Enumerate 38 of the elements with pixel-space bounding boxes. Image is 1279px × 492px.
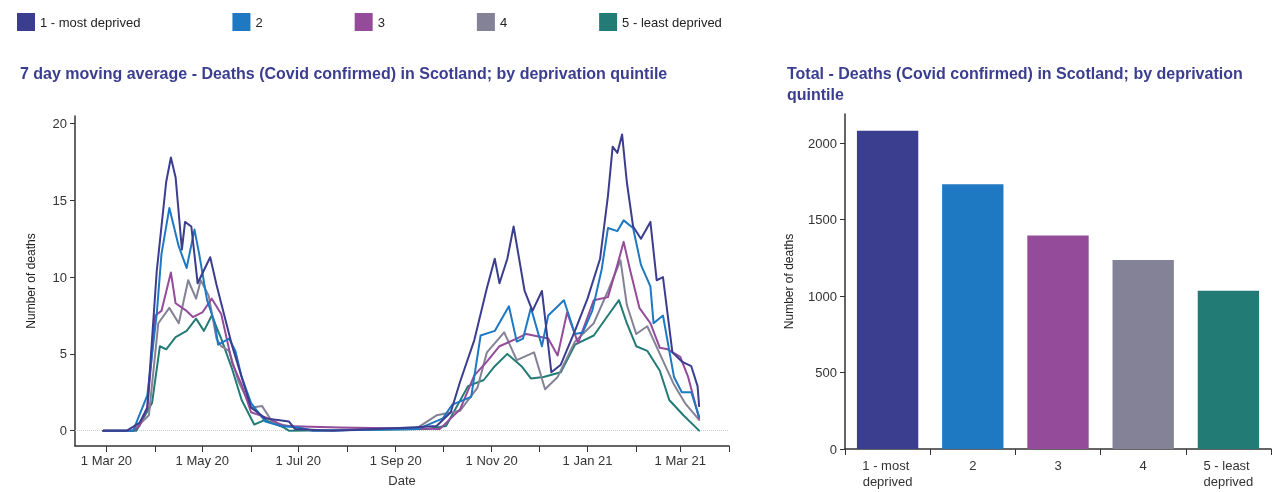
- y-tick-label: 500: [815, 365, 837, 381]
- x-tick-label: 2: [969, 457, 977, 473]
- y-tick-label: 0: [59, 423, 67, 439]
- y-tick-label: 5: [59, 346, 67, 362]
- x-tick-label: 1 Mar 20: [80, 453, 133, 468]
- y-tick-label: 20: [52, 116, 67, 132]
- x-tick-label: 1 Jul 20: [275, 453, 322, 468]
- bar: [942, 184, 1004, 449]
- x-tick-label: 1 Mar 21: [654, 453, 706, 468]
- legend-label: 2: [255, 14, 263, 30]
- y-tick-label: 2000: [808, 135, 837, 151]
- x-tick-label: 1 Jan 21: [562, 453, 613, 468]
- bar: [1112, 260, 1174, 449]
- y-tick-label: 1500: [808, 212, 837, 228]
- chart-title: Total - Deaths (Covid confirmed) in Scotland; by deprivation quintile: [787, 65, 1248, 103]
- legend-label: 4: [499, 14, 508, 30]
- bar: [856, 130, 919, 449]
- x-tick-label: 1 May 20: [175, 453, 230, 468]
- y-tick-label: 15: [52, 192, 67, 208]
- y-axis-title: Number of deaths: [24, 233, 38, 329]
- y-axis-title: Number of deaths: [782, 233, 796, 330]
- chart-title: 7 day moving average - Deaths (Covid confirmed) in Scotland; by deprivation quintile: [20, 65, 668, 82]
- legend-label: 3: [377, 14, 385, 30]
- x-tick-label: 1 Sep 20: [369, 453, 422, 468]
- legend-label: 5 - least deprived: [622, 14, 722, 30]
- x-tick-label: 1 Nov 20: [465, 453, 518, 468]
- bar: [1027, 235, 1089, 449]
- legend-label: 1 - most deprived: [40, 14, 141, 30]
- y-tick-label: 1000: [808, 288, 837, 304]
- x-tick-label: 4: [1139, 457, 1147, 473]
- x-tick-label: 5 - least deprived: [1203, 457, 1254, 489]
- x-axis-title: Date: [388, 473, 416, 488]
- y-tick-label: 0: [829, 441, 837, 457]
- x-tick-label: 3: [1054, 457, 1062, 473]
- bar: [1197, 290, 1260, 449]
- line-series: [102, 133, 701, 432]
- x-tick-label: 1 - most deprived: [862, 457, 913, 489]
- y-tick-label: 10: [52, 269, 67, 285]
